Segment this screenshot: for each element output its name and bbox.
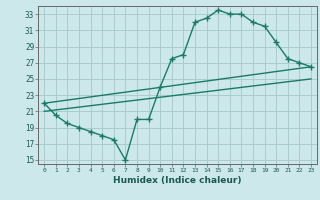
- X-axis label: Humidex (Indice chaleur): Humidex (Indice chaleur): [113, 176, 242, 185]
